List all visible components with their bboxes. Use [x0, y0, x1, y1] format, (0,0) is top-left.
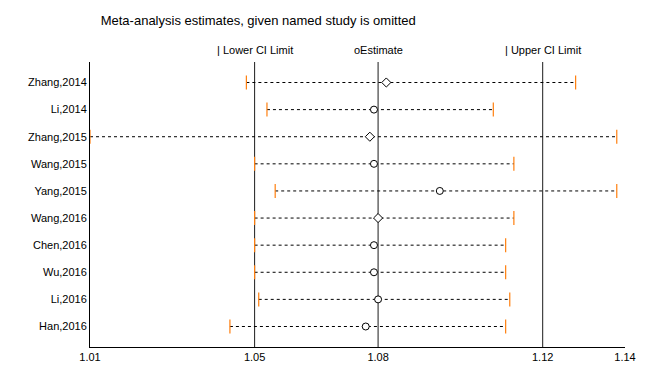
svg-text:Wang,2015: Wang,2015: [31, 158, 87, 170]
svg-text:| Lower CI Limit: | Lower CI Limit: [217, 44, 293, 56]
svg-text:Wu,2016: Wu,2016: [43, 266, 87, 278]
svg-text:Li,2014: Li,2014: [51, 103, 87, 115]
svg-text:1.12: 1.12: [532, 351, 553, 363]
svg-text:1.05: 1.05: [244, 351, 265, 363]
svg-text:oEstimate: oEstimate: [354, 44, 403, 56]
svg-text:Wang,2016: Wang,2016: [31, 212, 87, 224]
svg-text:1.01: 1.01: [79, 351, 100, 363]
svg-text:Meta-analysis estimates, given: Meta-analysis estimates, given named stu…: [101, 13, 416, 28]
svg-text:Chen,2016: Chen,2016: [33, 239, 87, 251]
svg-text:1.14: 1.14: [614, 351, 635, 363]
svg-text:| Upper CI Limit: | Upper CI Limit: [505, 44, 581, 56]
svg-text:1.08: 1.08: [367, 351, 388, 363]
svg-text:Zhang,2014: Zhang,2014: [28, 76, 87, 88]
svg-text:Yang,2015: Yang,2015: [34, 185, 86, 197]
svg-text:Zhang,2015: Zhang,2015: [28, 131, 87, 143]
svg-text:Han,2016: Han,2016: [39, 320, 87, 332]
svg-text:Li,2016: Li,2016: [51, 293, 87, 305]
